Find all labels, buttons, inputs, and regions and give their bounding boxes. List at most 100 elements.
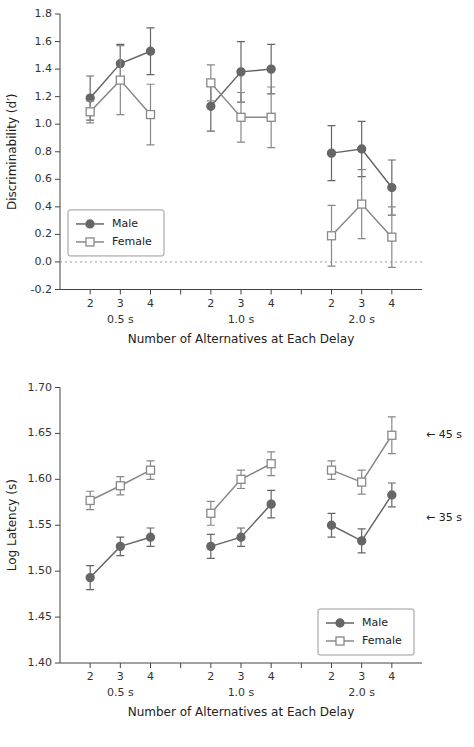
x-tick-label: 3: [117, 670, 124, 683]
y-tick-label: 0.0: [35, 255, 53, 268]
group-label: 1.0 s: [228, 686, 255, 699]
error-bar: [358, 470, 366, 494]
x-tick: [241, 290, 242, 295]
group-label: 0.5 s: [107, 313, 134, 326]
error-bar: [147, 84, 155, 145]
annotation: ← 35 s: [426, 511, 462, 524]
legend-box: [318, 609, 414, 655]
legend-box: [68, 210, 164, 256]
y-tick-label: 0.4: [35, 200, 53, 213]
x-tick-label: 4: [268, 670, 275, 683]
marker: [147, 466, 155, 474]
legend-label: Male: [112, 217, 138, 230]
marker: [328, 149, 336, 157]
error-bar: [86, 76, 94, 120]
group-label: 2.0 s: [348, 686, 375, 699]
y-tick: [55, 234, 60, 235]
marker: [207, 542, 215, 550]
x-tick: [150, 290, 151, 295]
error-bar: [86, 101, 94, 123]
marker: [237, 68, 245, 76]
y-tick-label: 1.55: [28, 518, 53, 531]
group-label: 2.0 s: [348, 313, 375, 326]
marker: [147, 533, 155, 541]
x-tick: [391, 663, 392, 668]
marker: [237, 475, 245, 483]
legend-label: Female: [362, 634, 402, 647]
x-tick: [331, 663, 332, 668]
x-tick-label: 2: [207, 297, 214, 310]
error-bar: [86, 491, 94, 509]
x-tick: [90, 290, 91, 295]
x-tick-label: 4: [147, 297, 154, 310]
x-tick: [301, 290, 302, 295]
marker: [237, 533, 245, 541]
chart: -0.20.00.20.40.60.81.01.21.41.61.8234234…: [5, 7, 422, 346]
legend-label: Male: [362, 616, 388, 629]
x-tick-label: 2: [328, 670, 335, 683]
x-tick: [120, 663, 121, 668]
legend-marker: [336, 637, 344, 645]
group-label: 0.5 s: [107, 686, 134, 699]
marker: [267, 500, 275, 508]
x-tick: [150, 663, 151, 668]
marker: [388, 184, 396, 192]
x-tick: [331, 290, 332, 295]
y-tick-label: 1.70: [28, 381, 53, 394]
x-tick: [271, 663, 272, 668]
marker: [237, 113, 245, 121]
y-axis-label: Discriminability (d′): [5, 93, 19, 210]
x-tick-label: 3: [238, 297, 245, 310]
chart: 1.401.451.501.551.601.651.702342342340.5…: [5, 381, 462, 720]
marker: [358, 537, 366, 545]
error-bar: [237, 470, 245, 488]
marker: [147, 47, 155, 55]
marker: [267, 65, 275, 73]
plot-area: [86, 417, 396, 590]
x-tick-label: 3: [238, 670, 245, 683]
legend: MaleFemale: [68, 210, 164, 256]
marker: [388, 491, 396, 499]
y-tick: [55, 41, 60, 42]
y-tick: [55, 525, 60, 526]
legend-marker: [86, 220, 94, 228]
error-bar: [267, 452, 275, 476]
x-tick-label: 3: [358, 297, 365, 310]
y-tick-label: 1.0: [35, 117, 53, 130]
error-bar: [388, 483, 396, 507]
x-tick: [361, 290, 362, 295]
marker: [388, 431, 396, 439]
y-tick-label: 0.8: [35, 145, 53, 158]
marker: [388, 233, 396, 241]
reference-line: [60, 261, 422, 262]
series-line: [90, 435, 392, 513]
y-tick-label: -0.2: [31, 283, 52, 296]
x-tick: [210, 290, 211, 295]
y-tick-label: 1.45: [28, 610, 53, 623]
y-tick: [55, 479, 60, 480]
x-tick-label: 4: [147, 670, 154, 683]
marker: [207, 102, 215, 110]
error-bar: [237, 93, 245, 143]
y-tick: [55, 387, 60, 388]
y-tick: [55, 433, 60, 434]
y-axis-line: [60, 388, 61, 664]
marker: [86, 496, 94, 504]
x-tick: [90, 663, 91, 668]
error-bar: [116, 537, 124, 555]
marker: [267, 460, 275, 468]
x-tick-label: 3: [358, 670, 365, 683]
series-line: [90, 495, 392, 578]
y-tick: [55, 124, 60, 125]
error-bar: [147, 528, 155, 546]
y-tick-label: 1.2: [35, 90, 53, 103]
marker: [116, 76, 124, 84]
y-tick-label: 1.50: [28, 564, 53, 577]
series-line: [90, 51, 392, 187]
x-tick: [271, 290, 272, 295]
y-tick: [55, 14, 60, 15]
group-label: 1.0 s: [228, 313, 255, 326]
x-tick-label: 2: [328, 297, 335, 310]
y-tick: [55, 151, 60, 152]
x-tick: [361, 663, 362, 668]
